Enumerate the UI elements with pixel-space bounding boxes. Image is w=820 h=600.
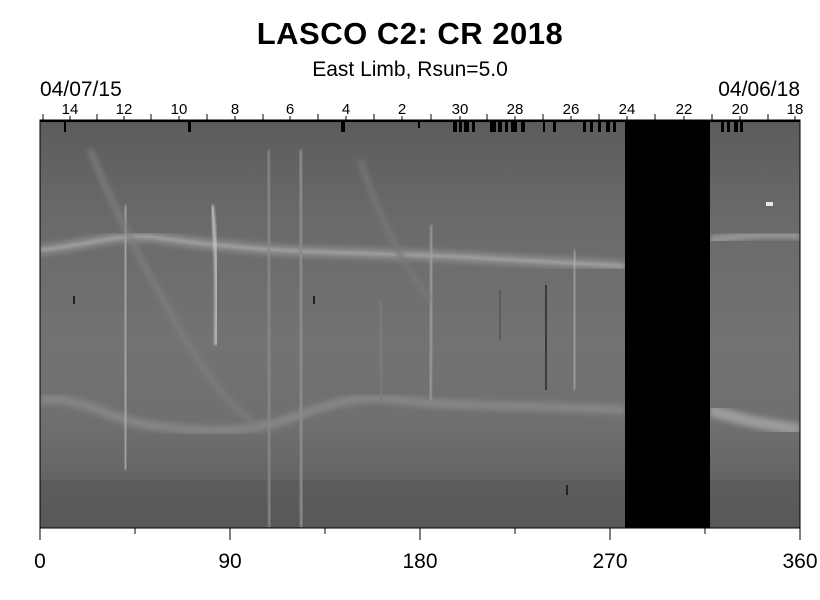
x-label-270: 270: [592, 550, 628, 573]
bottom-axis-ticks: [39, 528, 801, 540]
day-label-26: 26: [562, 101, 580, 118]
page-subtitle: East Limb, Rsun=5.0: [312, 58, 508, 81]
x-label-180: 180: [402, 550, 438, 573]
x-label-90: 90: [218, 550, 242, 573]
page-title: LASCO C2: CR 2018: [256, 16, 564, 51]
day-label-6: 6: [285, 101, 295, 118]
day-label-30: 30: [451, 101, 469, 118]
day-label-24: 24: [618, 101, 636, 118]
day-label-2: 2: [397, 101, 407, 118]
day-label-28: 28: [506, 101, 524, 118]
day-label-10: 10: [170, 101, 188, 118]
start-date-label: 04/07/15: [40, 78, 122, 101]
day-label-8: 8: [230, 101, 240, 118]
data-gap-block: [625, 120, 710, 528]
x-label-360: 360: [782, 550, 818, 573]
day-label-14: 14: [61, 101, 79, 118]
day-label-12: 12: [115, 101, 133, 118]
day-label-22: 22: [675, 101, 693, 118]
end-date-label: 04/06/18: [718, 78, 800, 101]
day-label-4: 4: [341, 101, 351, 118]
top-data-ticks: [40, 120, 800, 132]
streamer-features: [40, 149, 800, 528]
x-label-0: 0: [34, 550, 46, 573]
day-label-20: 20: [731, 101, 749, 118]
top-axis-ticks: [42, 114, 796, 120]
day-label-18: 18: [786, 101, 804, 118]
